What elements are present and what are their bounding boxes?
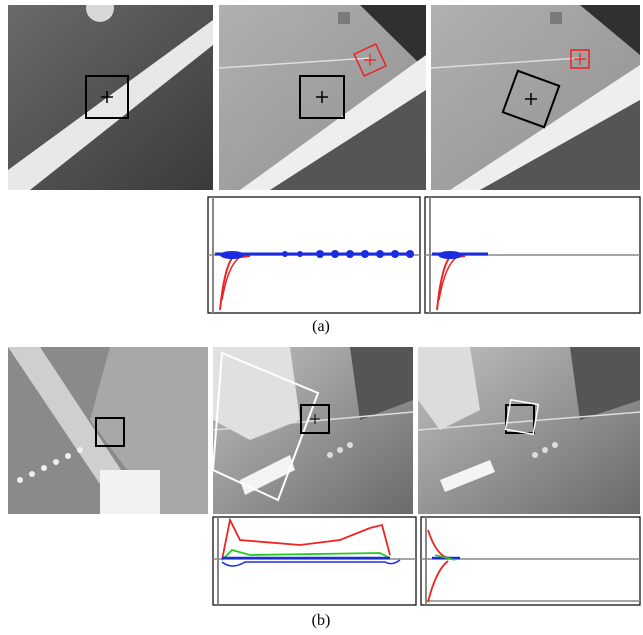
image-b1 (8, 347, 208, 514)
image-b2 (213, 347, 413, 514)
plot-b1 (213, 517, 416, 605)
plot-b2 (421, 517, 640, 605)
panel-label: (a) (312, 318, 330, 335)
image-a3 (431, 5, 640, 190)
image-b3 (418, 347, 640, 514)
panel-label: (b) (312, 612, 331, 629)
image-a2 (219, 5, 426, 190)
plot-a1 (208, 197, 420, 313)
image-a1 (8, 0, 213, 200)
figure: (a) (0, 0, 643, 635)
plot-a2 (425, 197, 640, 313)
